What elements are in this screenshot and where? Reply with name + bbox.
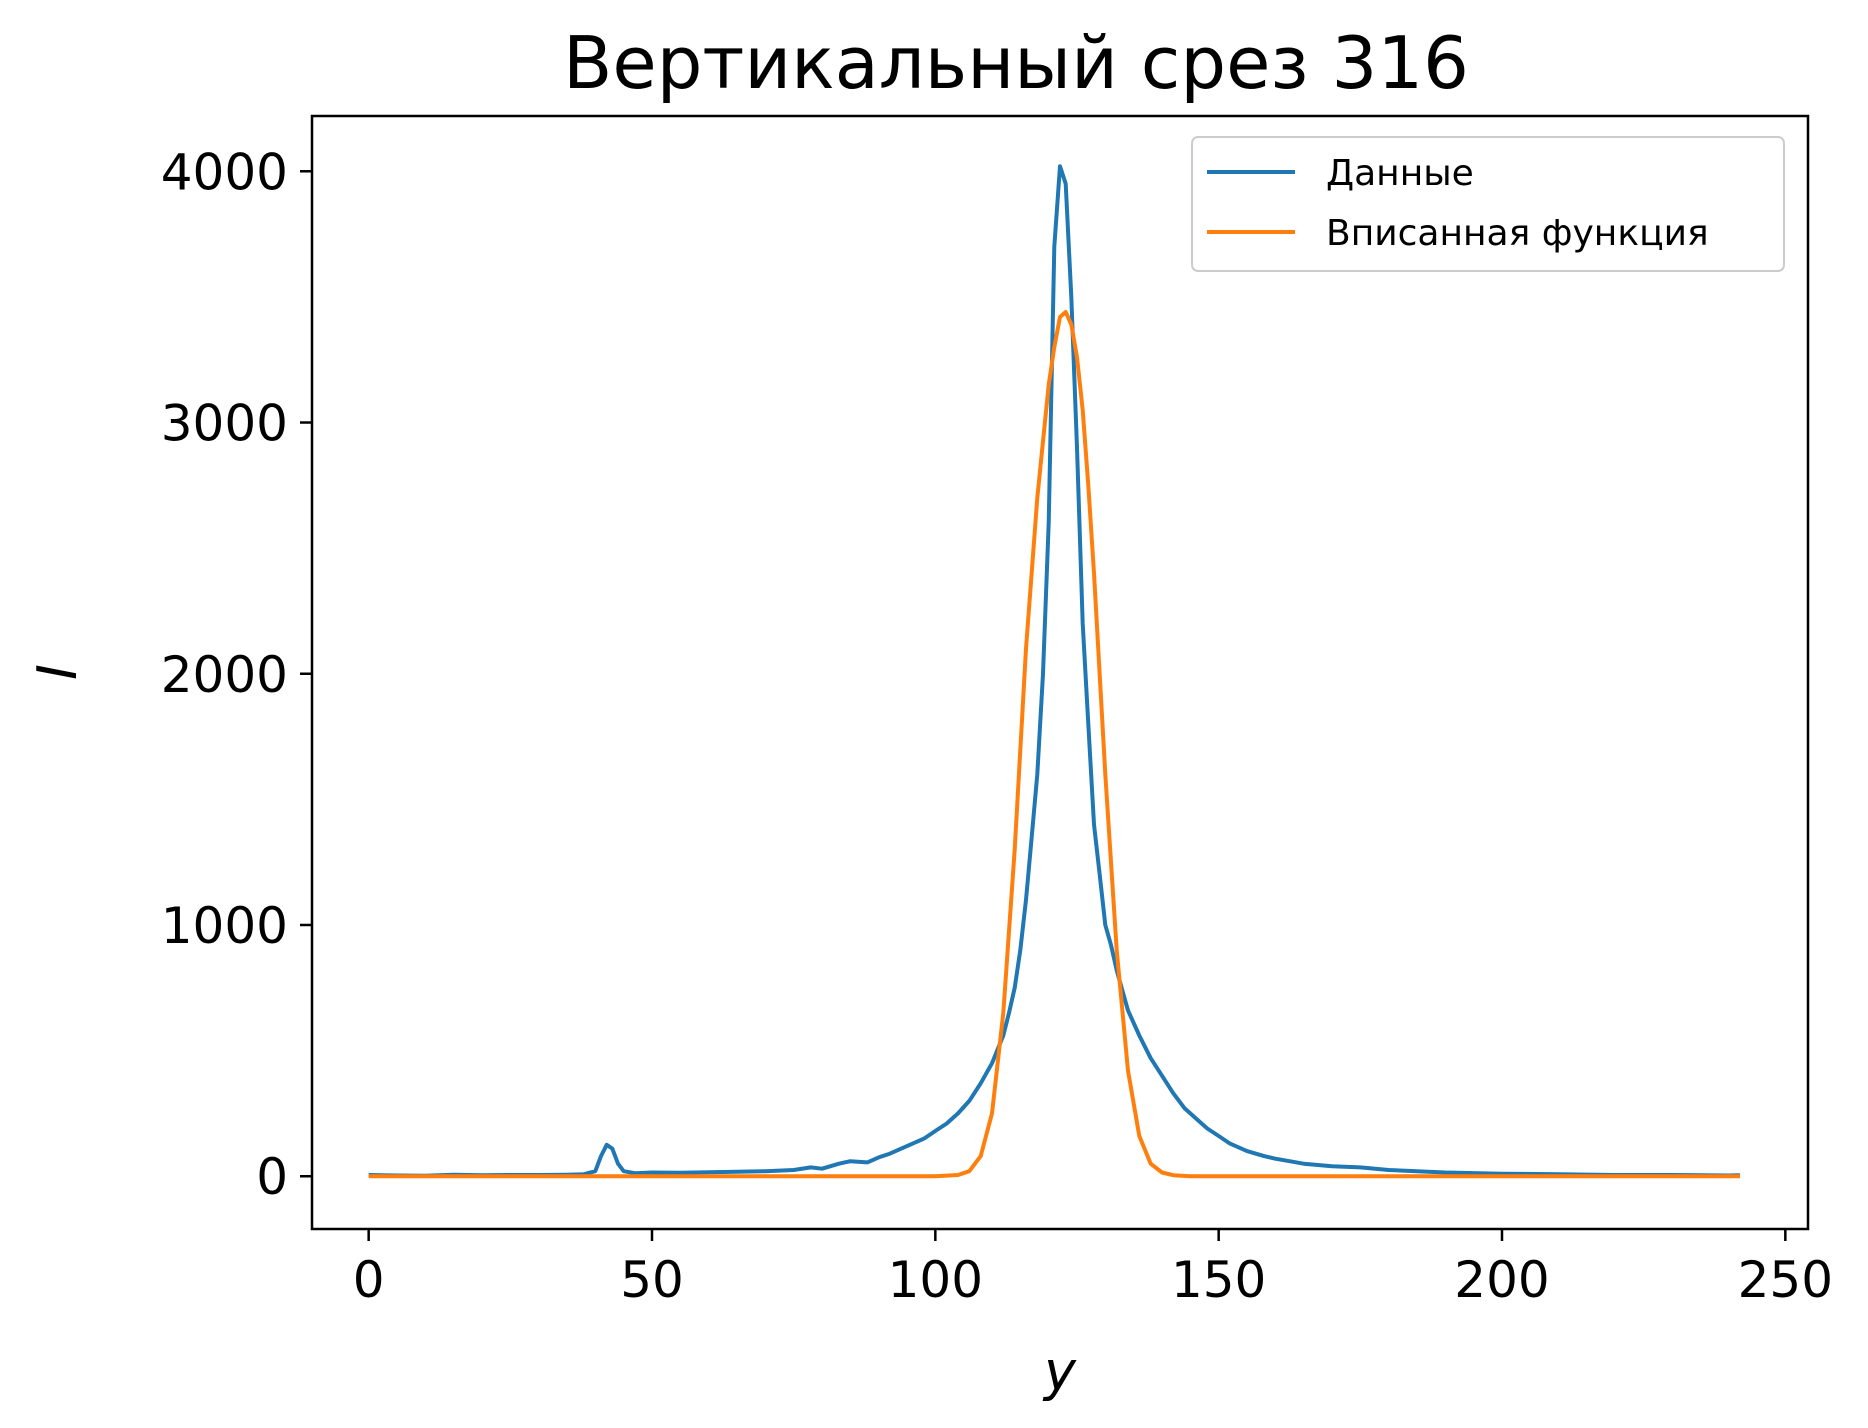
y-axis: 0 1000 2000 3000 4000 [161, 143, 312, 1206]
x-tick-label: 150 [1171, 1251, 1266, 1309]
x-axis: 0 50 100 150 200 250 [353, 1229, 1833, 1309]
x-tick-label: 100 [888, 1251, 983, 1309]
plot-frame [310, 114, 1810, 1231]
legend: Данные Вписанная функция [1191, 136, 1785, 272]
y-tick-label: 2000 [161, 646, 288, 704]
x-tick-label: 250 [1738, 1251, 1833, 1309]
x-axis-label: y [1042, 1340, 1077, 1403]
series-line-data [368, 164, 1741, 1178]
x-tick-label: 0 [353, 1251, 385, 1309]
y-tick-label: 3000 [161, 395, 288, 453]
chart-title: Вертикальный срез 316 [563, 21, 1469, 105]
x-tick-label: 200 [1454, 1251, 1549, 1309]
x-tick-label: 50 [620, 1251, 684, 1309]
series-line-fit [368, 310, 1740, 1179]
y-axis-label: I [26, 664, 89, 680]
y-tick-label: 0 [256, 1148, 288, 1206]
series-layer [368, 164, 1741, 1179]
legend-box [1191, 136, 1785, 272]
y-tick-label: 4000 [161, 143, 288, 201]
legend-label-fit: Вписанная функция [1326, 213, 1709, 254]
legend-label-data: Данные [1326, 153, 1474, 194]
y-tick-label: 1000 [161, 897, 288, 955]
